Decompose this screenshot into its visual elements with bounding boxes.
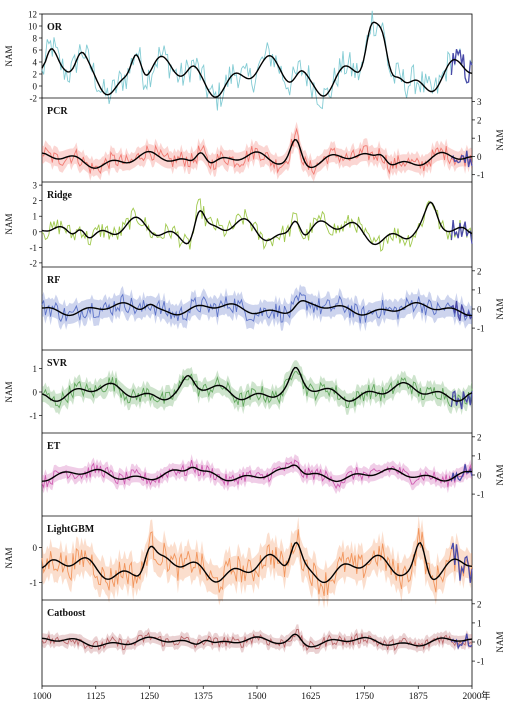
observed-line [450,542,473,583]
y-tick-label: 0 [477,305,482,315]
reconstruction-line [41,127,473,176]
y-tick-label: 1 [477,451,482,461]
smoothed-line [41,138,473,169]
y-tick-label: 6 [33,46,38,56]
observed-line [450,464,473,482]
smoothed-line [41,633,473,648]
y-axis-label: NAM [495,129,505,150]
y-tick-label: 0 [33,227,38,237]
uncertainty-band [42,360,472,416]
y-tick-label: -2 [30,94,38,104]
smoothed-line [41,366,473,402]
x-tick-label: 1125 [86,692,105,702]
y-tick-label: 0 [33,388,38,398]
x-tick-label: 1375 [194,692,213,702]
y-tick-label: 2 [477,599,482,609]
panel-label: Catboost [47,608,86,619]
y-tick-label: 8 [33,34,38,44]
x-tick-label: 1875 [409,692,428,702]
x-tick-label: 1500 [248,692,267,702]
panel-ridge: Ridge -2 -1 0 1 2 3 NAM [4,181,473,268]
y-axis-label: NAM [4,45,14,66]
panel-pcr: PCR -1 0 1 2 3 NAM [41,97,505,182]
y-tick-label: 0 [33,82,38,92]
uncertainty-band [42,284,472,332]
y-tick-label: 12 [28,10,37,20]
uncertainty-band [42,515,472,609]
y-tick-label: 10 [28,22,38,32]
panel-label: PCR [47,106,68,117]
y-tick-label: 1 [477,134,482,144]
panel-catboost: Catboost -1 0 1 2 NAM [41,599,505,667]
smoothed-line [41,464,473,483]
x-axis-unit: 年 [481,690,491,702]
x-tick-label: 1750 [355,692,374,702]
y-tick-label: 0 [477,152,482,162]
y-axis-label: NAM [495,464,505,485]
y-tick-label: 2 [33,70,38,80]
panel-label: LightGBM [47,524,95,535]
smoothed-line [41,21,473,98]
reconstruction-line [41,198,473,252]
y-tick-label: 1 [33,212,38,222]
y-axis-label: NAM [4,213,14,234]
y-tick-label: 2 [477,266,482,276]
y-tick-label: -1 [477,170,485,180]
y-tick-label: 1 [477,285,482,295]
y-tick-label: 4 [33,58,38,68]
y-tick-label: -2 [30,258,38,268]
smoothed-line [41,201,473,246]
y-axis-label: NAM [495,298,505,319]
x-tick-label: 1625 [301,692,320,702]
smoothed-line [41,299,473,317]
y-tick-label: 1 [33,364,38,374]
y-tick-label: 0 [477,471,482,481]
uncertainty-band [42,454,472,495]
panel-label: RF [47,275,60,286]
panel-et: ET -1 0 1 2 NAM [41,432,505,500]
y-tick-label: 0 [477,638,482,648]
panel-lightgbm: LightGBM -1 0 NAM [4,515,473,609]
panel-rf: RF -1 0 1 2 NAM [41,266,505,334]
panel-svr: SVR -1 0 1 NAM [4,349,473,421]
x-tick-label: 1000 [33,692,52,702]
panel-label: ET [47,441,61,452]
uncertainty-band [42,624,472,656]
smoothed-line [41,541,473,584]
y-tick-label: 2 [477,115,482,125]
y-axis-label: NAM [495,631,505,652]
y-axis-label: NAM [4,547,14,568]
y-tick-label: 1 [477,618,482,628]
panel-label: Ridge [47,190,73,201]
panel-or: OR -2 0 2 4 6 8 10 12 NAM [4,10,473,111]
y-tick-label: 3 [477,97,482,107]
y-tick-label: -1 [477,490,485,500]
panel-label: OR [47,22,63,33]
y-tick-label: -1 [30,578,38,588]
x-axis: 1000 1125 1250 1375 1500 1625 1750 1875 2000 年 [33,686,491,702]
panel-label: SVR [47,358,68,369]
y-tick-label: -1 [30,243,38,253]
reconstruction-line [41,528,473,597]
y-tick-label: 2 [33,196,38,206]
y-tick-label: 2 [477,432,482,442]
reconstruction-line [41,10,473,111]
observed-line [451,300,473,321]
y-axis-label: NAM [4,381,14,402]
x-tick-label: 2000 [463,692,482,702]
y-tick-label: -1 [30,411,38,421]
observed-line [450,633,473,650]
y-tick-label: -1 [477,657,485,667]
y-tick-label: 0 [33,543,38,553]
y-tick-label: 3 [33,181,38,191]
observed-line [450,150,473,168]
y-tick-label: -1 [477,324,485,334]
x-tick-label: 1250 [140,692,159,702]
